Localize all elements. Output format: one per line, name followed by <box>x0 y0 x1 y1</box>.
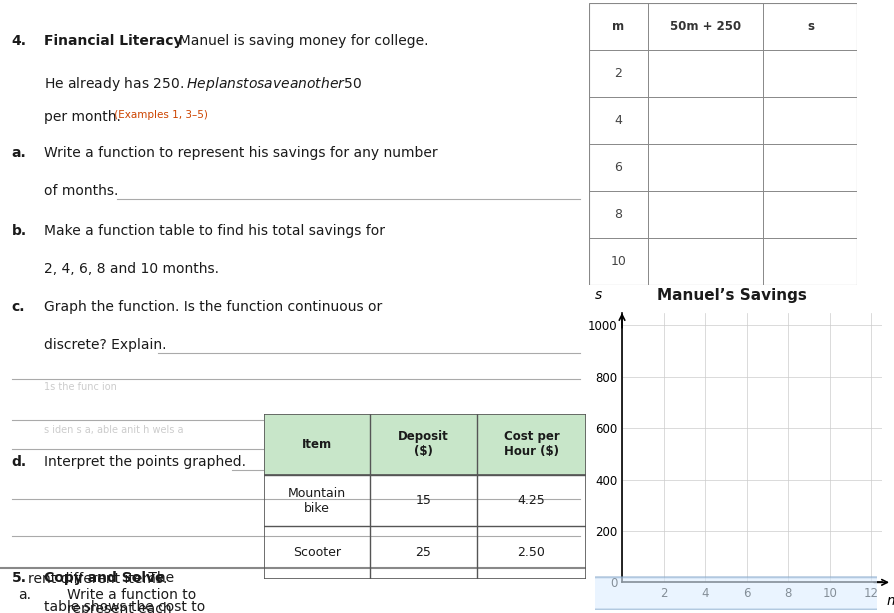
Text: 50m + 250: 50m + 250 <box>670 20 740 33</box>
Text: represent each: represent each <box>67 601 172 613</box>
Text: 2, 4, 6, 8 and 10 months.: 2, 4, 6, 8 and 10 months. <box>44 262 219 276</box>
Text: The: The <box>143 571 173 585</box>
Text: (Examples 1, 3–5): (Examples 1, 3–5) <box>111 110 208 120</box>
Text: c.: c. <box>12 300 25 314</box>
Text: a.: a. <box>18 588 31 602</box>
Text: Write a function to represent his savings for any number: Write a function to represent his saving… <box>44 146 437 160</box>
Text: Item: Item <box>302 438 332 451</box>
Text: s iden s a, able anit h wels a: s iden s a, able anit h wels a <box>44 425 183 435</box>
Text: m: m <box>611 20 624 33</box>
Text: Copy and Solve: Copy and Solve <box>44 571 164 585</box>
Text: Manuel’s Savings: Manuel’s Savings <box>656 288 806 303</box>
Text: 10: 10 <box>610 255 626 268</box>
Text: d.: d. <box>12 455 27 469</box>
Text: 15: 15 <box>415 494 431 507</box>
FancyBboxPatch shape <box>586 577 884 609</box>
Text: 2: 2 <box>614 67 621 80</box>
Text: s: s <box>595 288 602 302</box>
Text: table shows the cost to: table shows the cost to <box>44 600 205 613</box>
Text: 2.50: 2.50 <box>517 546 544 559</box>
Text: 4.: 4. <box>12 34 27 48</box>
Text: Write a function to: Write a function to <box>67 588 196 602</box>
Text: a.: a. <box>12 146 27 160</box>
Text: Cost per
Hour ($): Cost per Hour ($) <box>503 430 559 459</box>
Text: Scooter: Scooter <box>293 546 341 559</box>
Text: 4.25: 4.25 <box>517 494 544 507</box>
Text: per month.: per month. <box>44 110 121 124</box>
Text: m: m <box>886 594 894 608</box>
Text: of months.: of months. <box>44 184 118 198</box>
Text: 6: 6 <box>614 161 621 174</box>
Text: Graph the function. Is the function continuous or: Graph the function. Is the function cont… <box>44 300 382 314</box>
Text: 8: 8 <box>614 208 621 221</box>
Text: 25: 25 <box>415 546 431 559</box>
Text: He already has $250. He plans to save another $50: He already has $250. He plans to save an… <box>44 75 361 93</box>
Text: Manuel is saving money for college.: Manuel is saving money for college. <box>170 34 428 48</box>
Text: rent different items.: rent different items. <box>28 571 167 585</box>
Text: Interpret the points graphed.: Interpret the points graphed. <box>44 455 246 469</box>
Text: Deposit
($): Deposit ($) <box>398 430 449 459</box>
Text: discrete? Explain.: discrete? Explain. <box>44 338 166 352</box>
Text: 4: 4 <box>614 114 621 127</box>
Text: Mountain
bike: Mountain bike <box>288 487 346 515</box>
Text: Financial Literacy: Financial Literacy <box>44 34 182 48</box>
Text: b.: b. <box>12 224 27 238</box>
Bar <box>264 414 586 475</box>
Text: 5.: 5. <box>12 571 27 585</box>
Text: s: s <box>806 20 813 33</box>
Text: Make a function table to find his total savings for: Make a function table to find his total … <box>44 224 384 238</box>
Text: 1s the func ion: 1s the func ion <box>44 382 117 392</box>
